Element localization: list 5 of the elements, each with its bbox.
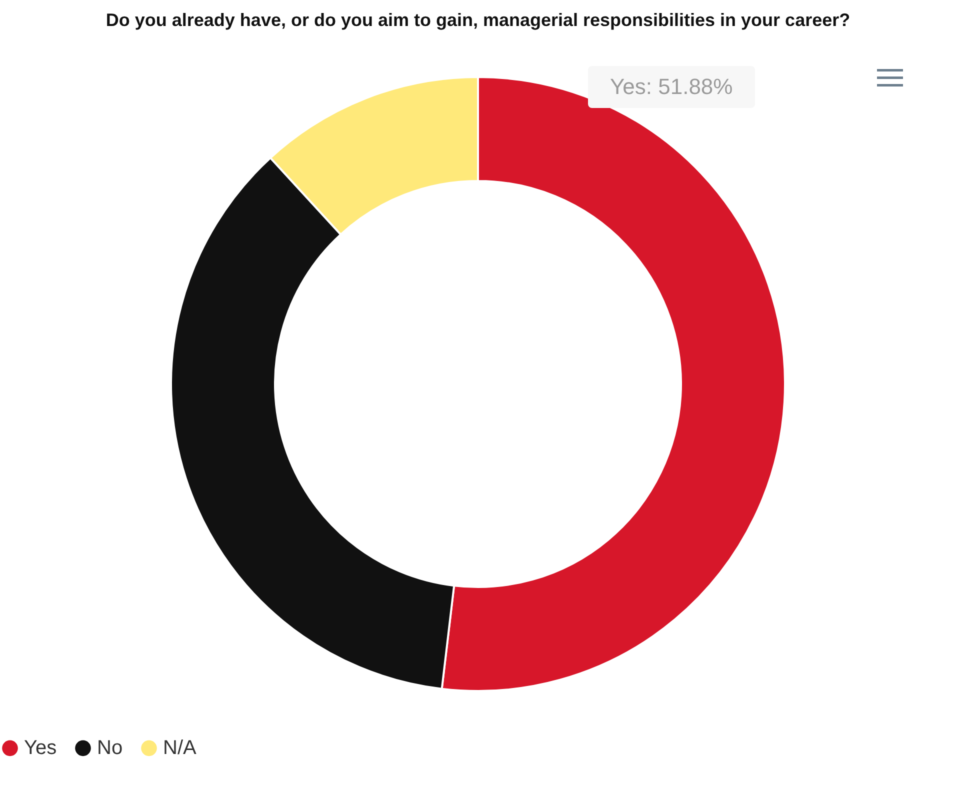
chart-title: Do you already have, or do you aim to gain, managerial responsibilities in your career?: [106, 10, 850, 30]
legend-label: Yes: [24, 737, 57, 760]
legend-label: N/A: [163, 737, 197, 760]
legend-label: No: [97, 737, 123, 760]
text: Yes: 51.88%: [588, 66, 755, 108]
